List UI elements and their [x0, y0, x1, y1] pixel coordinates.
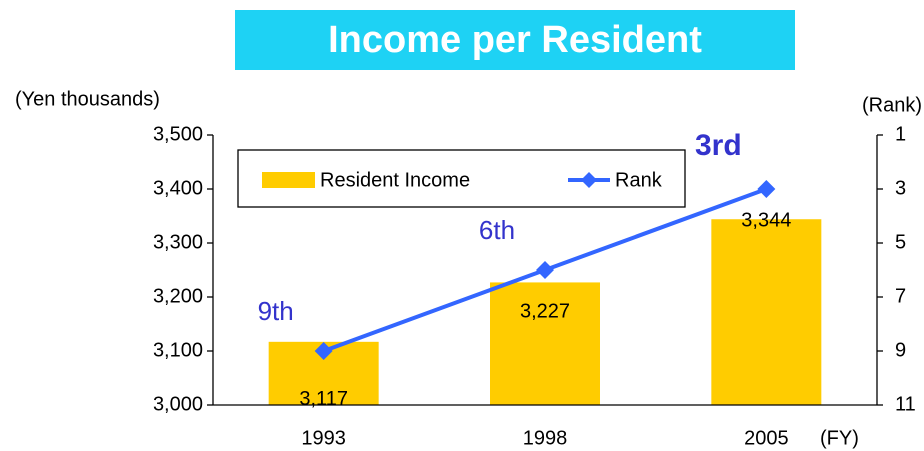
y-tick-label: 3,400: [153, 177, 203, 199]
y2-tick-label: 1: [895, 123, 906, 145]
y2-tick-label: 7: [895, 285, 906, 307]
y2-axis-label: (Rank): [862, 94, 922, 116]
bar-value-label: 3,117: [299, 388, 348, 410]
x-tick-label: 1998: [523, 427, 568, 449]
legend-label: Resident Income: [320, 169, 470, 191]
bar-value-label: 3,227: [520, 301, 570, 323]
y-tick-label: 3,100: [153, 339, 203, 361]
rank-marker: [314, 342, 333, 360]
legend-label: Rank: [615, 169, 663, 191]
y-tick-label: 3,200: [153, 285, 203, 307]
rank-marker: [757, 180, 776, 198]
y-axis-label: (Yen thousands): [15, 88, 160, 110]
y2-tick-label: 9: [895, 339, 906, 361]
rank-label: 6th: [479, 215, 515, 245]
legend-swatch: [262, 172, 315, 188]
rank-label: 9th: [258, 296, 294, 326]
rank-marker: [536, 261, 554, 279]
rank-label: 3rd: [695, 129, 742, 162]
title-box: [235, 10, 795, 70]
legend-marker: [581, 172, 597, 188]
y-tick-label: 3,300: [153, 231, 203, 253]
y2-tick-label: 11: [895, 393, 916, 415]
bar-value-label: 3,344: [741, 210, 791, 232]
x-tick-label: 1993: [301, 427, 346, 449]
x-tick-label: 2005: [744, 427, 789, 449]
x-axis-label: (FY): [820, 427, 859, 449]
y-tick-label: 3,500: [153, 123, 203, 145]
y2-tick-label: 5: [895, 231, 906, 253]
y2-tick-label: 3: [895, 177, 906, 199]
bar: [711, 219, 822, 405]
bar: [490, 282, 600, 405]
y-tick-label: 3,000: [153, 393, 203, 415]
chart-title: Income per Resident: [328, 19, 702, 61]
